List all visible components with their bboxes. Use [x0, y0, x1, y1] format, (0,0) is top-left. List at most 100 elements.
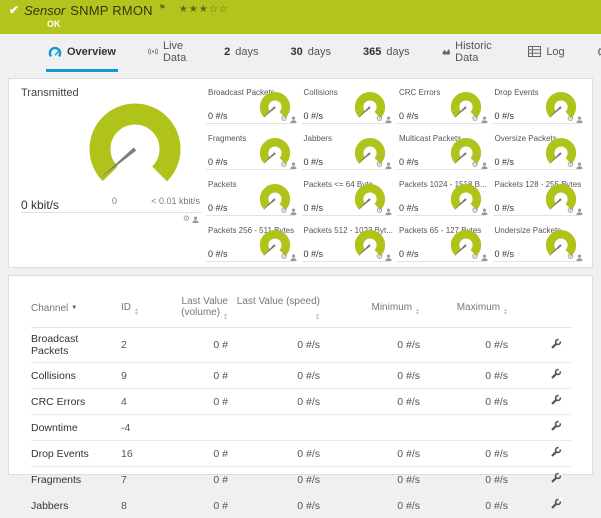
- stars-empty[interactable]: ☆☆: [209, 4, 229, 15]
- channel-name[interactable]: Broadcast Packets: [31, 328, 121, 363]
- user-icon[interactable]: [576, 254, 583, 261]
- column-header-maximum[interactable]: Maximum▲▼: [426, 292, 514, 328]
- mini-gauge-cell[interactable]: Multicast Packets 0 #/s ⚙: [397, 129, 493, 175]
- channel-settings-gear-icon[interactable]: ⚙: [183, 215, 190, 223]
- column-header-last-value-speed[interactable]: Last Value (speed)▲▼: [234, 292, 326, 328]
- column-header-id[interactable]: ID▲▼: [121, 292, 159, 328]
- channel-name[interactable]: Collisions: [31, 363, 121, 389]
- mini-gauge-actions: ⚙: [280, 115, 296, 123]
- user-icon[interactable]: [481, 208, 488, 215]
- tab-historic-data[interactable]: Historic Data: [440, 34, 499, 72]
- tab-overview[interactable]: Overview: [46, 34, 118, 72]
- priority-stars[interactable]: ★★★☆☆: [179, 3, 229, 16]
- tab-label: days: [386, 46, 409, 58]
- mini-gauge-cell[interactable]: Jabbers 0 #/s ⚙: [302, 129, 398, 175]
- user-icon[interactable]: [385, 116, 392, 123]
- channel-name[interactable]: Fragments: [31, 467, 121, 493]
- channel-name[interactable]: Jabbers: [31, 493, 121, 518]
- user-icon[interactable]: [385, 162, 392, 169]
- sensor-header: ✔ Sensor SNMP RMON ⚑ ★★★☆☆ OK: [0, 0, 601, 34]
- mini-gauge-cell[interactable]: Packets 128 - 255 Bytes 0 #/s ⚙: [493, 175, 589, 221]
- mini-gauge-actions: ⚙: [280, 253, 296, 261]
- channel-settings-gear-icon[interactable]: ⚙: [471, 161, 478, 169]
- column-header-channel[interactable]: Channel▼: [31, 292, 121, 328]
- wrench-edit-icon[interactable]: [550, 472, 562, 484]
- channel-settings-gear-icon[interactable]: ⚙: [567, 115, 574, 123]
- channel-name[interactable]: Downtime: [31, 415, 121, 441]
- wrench-edit-icon[interactable]: [550, 498, 562, 510]
- channel-settings-gear-icon[interactable]: ⚙: [567, 207, 574, 215]
- user-icon[interactable]: [576, 162, 583, 169]
- channel-settings-gear-icon[interactable]: ⚙: [471, 253, 478, 261]
- wrench-edit-icon[interactable]: [550, 368, 562, 380]
- channel-settings-gear-icon[interactable]: ⚙: [376, 115, 383, 123]
- user-icon[interactable]: [576, 208, 583, 215]
- user-icon[interactable]: [481, 116, 488, 123]
- channel-maximum: 0 #/s: [426, 467, 514, 493]
- user-icon[interactable]: [576, 116, 583, 123]
- mini-gauge-cell[interactable]: Packets 256 - 511 Bytes 0 #/s ⚙: [206, 221, 302, 267]
- wrench-edit-icon[interactable]: [550, 338, 562, 350]
- mini-gauge-cell[interactable]: Collisions 0 #/s ⚙: [302, 83, 398, 129]
- table-header-row: Channel▼ ID▲▼ Last Value (volume)▲▼ Last…: [31, 292, 572, 328]
- channel-last-value-speed: 0 #/s: [234, 389, 326, 415]
- channel-settings-gear-icon[interactable]: ⚙: [471, 207, 478, 215]
- channel-id: -4: [121, 415, 159, 441]
- sort-icon: ▲▼: [223, 313, 228, 321]
- channel-settings-gear-icon[interactable]: ⚙: [280, 115, 287, 123]
- channel-settings-gear-icon[interactable]: ⚙: [280, 161, 287, 169]
- tab-live-data[interactable]: Live Data: [146, 34, 194, 72]
- mini-gauge-cell[interactable]: Packets 0 #/s ⚙: [206, 175, 302, 221]
- user-icon[interactable]: [290, 208, 297, 215]
- stars-filled[interactable]: ★★★: [179, 4, 209, 15]
- wrench-edit-icon[interactable]: [550, 446, 562, 458]
- channel-settings-gear-icon[interactable]: ⚙: [471, 115, 478, 123]
- channel-settings-gear-icon[interactable]: ⚙: [280, 253, 287, 261]
- user-icon[interactable]: [290, 162, 297, 169]
- user-icon[interactable]: [385, 254, 392, 261]
- channel-settings-gear-icon[interactable]: ⚙: [567, 253, 574, 261]
- divider: [493, 261, 582, 262]
- channel-name[interactable]: CRC Errors: [31, 389, 121, 415]
- mini-gauge-cell[interactable]: Broadcast Packets 0 #/s ⚙: [206, 83, 302, 129]
- sort-icon: ▲▼: [315, 313, 320, 321]
- channel-maximum: 0 #/s: [426, 328, 514, 363]
- tab-label: Live Data: [163, 40, 192, 64]
- column-header-last-value-volume[interactable]: Last Value (volume)▲▼: [159, 292, 234, 328]
- mini-gauge-cell[interactable]: Packets 512 - 1023 Byt... 0 #/s ⚙: [302, 221, 398, 267]
- user-icon[interactable]: [192, 216, 199, 223]
- mini-gauge-actions: ⚙: [376, 161, 392, 169]
- wrench-edit-icon[interactable]: [550, 420, 562, 432]
- user-icon[interactable]: [481, 162, 488, 169]
- mini-gauge-cell[interactable]: Undersize Packets 0 #/s ⚙: [493, 221, 589, 267]
- mini-gauge-cell[interactable]: CRC Errors 0 #/s ⚙: [397, 83, 493, 129]
- user-icon[interactable]: [290, 116, 297, 123]
- user-icon[interactable]: [290, 254, 297, 261]
- wrench-edit-icon[interactable]: [550, 394, 562, 406]
- channel-settings-gear-icon[interactable]: ⚙: [567, 161, 574, 169]
- flag-icon[interactable]: ⚑: [159, 3, 166, 13]
- tab-365-days[interactable]: 365 days: [361, 34, 412, 72]
- mini-gauge-cell[interactable]: Oversize Packets 0 #/s ⚙: [493, 129, 589, 175]
- channel-settings-gear-icon[interactable]: ⚙: [376, 253, 383, 261]
- mini-gauge-cell[interactable]: Packets <= 64 Byte 0 #/s ⚙: [302, 175, 398, 221]
- mini-gauge-cell[interactable]: Drop Events 0 #/s ⚙: [493, 83, 589, 129]
- mini-gauge-cell[interactable]: Fragments 0 #/s ⚙: [206, 129, 302, 175]
- channel-settings-gear-icon[interactable]: ⚙: [376, 161, 383, 169]
- channel-settings-gear-icon[interactable]: ⚙: [280, 207, 287, 215]
- tab-log[interactable]: Log: [526, 34, 566, 72]
- tab-settings[interactable]: ⚙ Settings: [595, 34, 601, 72]
- mini-gauge-cell[interactable]: Packets 65 - 127 Bytes 0 #/s ⚙: [397, 221, 493, 267]
- tab-30-days[interactable]: 30 days: [289, 34, 334, 72]
- user-icon[interactable]: [385, 208, 392, 215]
- primary-gauge-transmitted[interactable]: Transmitted 0 kbit/s 0 < 0.01 kbit/s ⚙: [9, 79, 206, 224]
- channel-minimum: 0 #/s: [326, 493, 426, 518]
- channel-minimum: 0 #/s: [326, 441, 426, 467]
- channel-settings-gear-icon[interactable]: ⚙: [376, 207, 383, 215]
- primary-gauge-scale-max: < 0.01 kbit/s: [151, 196, 200, 206]
- channel-name[interactable]: Drop Events: [31, 441, 121, 467]
- tab-2-days[interactable]: 2 days: [222, 34, 260, 72]
- user-icon[interactable]: [481, 254, 488, 261]
- mini-gauge-cell[interactable]: Packets 1024 - 1518 B... 0 #/s ⚙: [397, 175, 493, 221]
- column-header-minimum[interactable]: Minimum▲▼: [326, 292, 426, 328]
